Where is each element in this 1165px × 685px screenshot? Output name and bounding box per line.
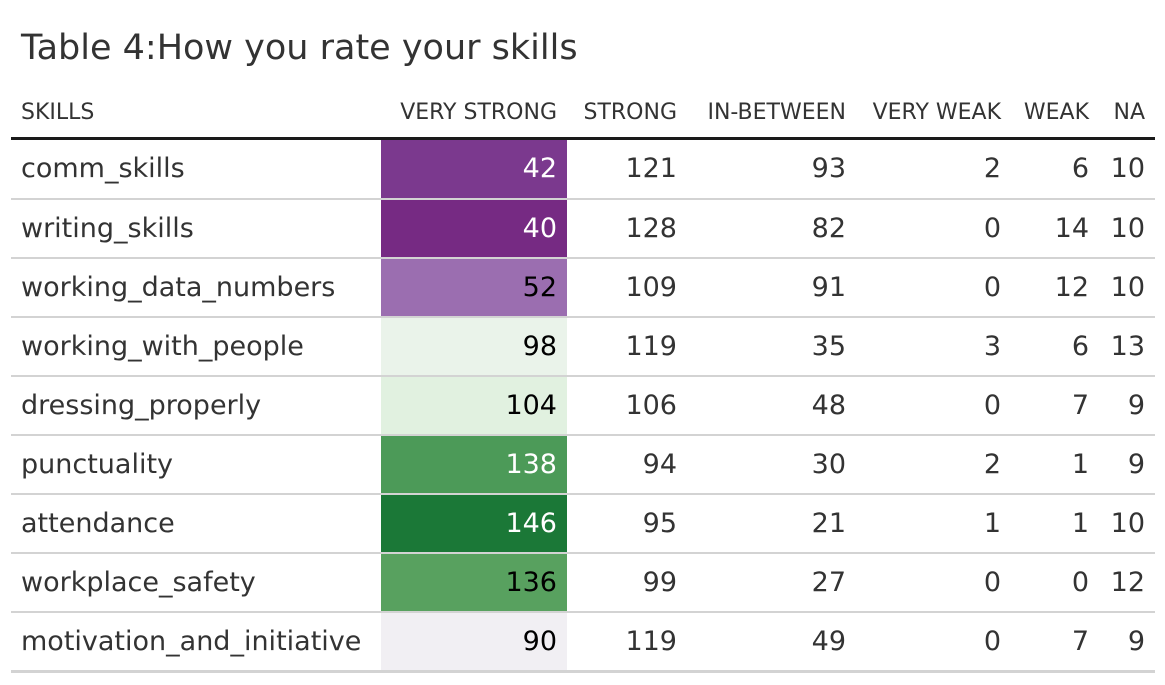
in-between-cell: 35 (687, 317, 856, 377)
column-header-very-weak: VERY WEAK (856, 88, 1011, 140)
strong-cell: 99 (567, 553, 687, 613)
na-cell: 9 (1099, 376, 1155, 436)
very-strong-cell: 90 (381, 612, 567, 673)
strong-cell: 119 (567, 612, 687, 673)
very-weak-cell: 0 (856, 612, 1011, 673)
very-strong-cell: 98 (381, 317, 567, 377)
table-title: Table 4:How you rate your skills (21, 28, 578, 68)
strong-cell: 106 (567, 376, 687, 436)
very-weak-cell: 0 (856, 258, 1011, 318)
very-strong-cell: 104 (381, 376, 567, 436)
table-row: punctuality 138 94 30 2 1 9 (11, 435, 1155, 495)
skill-cell: attendance (11, 494, 381, 554)
weak-cell: 6 (1011, 317, 1099, 377)
very-strong-cell: 52 (381, 258, 567, 318)
skill-cell: working_with_people (11, 317, 381, 377)
in-between-cell: 30 (687, 435, 856, 495)
column-header-very-strong: VERY STRONG (381, 88, 567, 140)
skill-cell: punctuality (11, 435, 381, 495)
skill-cell: comm_skills (11, 138, 381, 200)
in-between-cell: 27 (687, 553, 856, 613)
table-row: working_with_people 98 119 35 3 6 13 (11, 317, 1155, 377)
strong-cell: 95 (567, 494, 687, 554)
column-header-weak: WEAK (1011, 88, 1099, 140)
na-cell: 10 (1099, 494, 1155, 554)
in-between-cell: 82 (687, 199, 856, 259)
table-row: workplace_safety 136 99 27 0 0 12 (11, 553, 1155, 613)
skill-cell: working_data_numbers (11, 258, 381, 318)
weak-cell: 6 (1011, 138, 1099, 200)
very-weak-cell: 2 (856, 435, 1011, 495)
table-row: dressing_properly 104 106 48 0 7 9 (11, 376, 1155, 436)
weak-cell: 7 (1011, 612, 1099, 673)
na-cell: 12 (1099, 553, 1155, 613)
table-row: motivation_and_initiative 90 119 49 0 7 9 (11, 612, 1155, 673)
very-strong-cell: 138 (381, 435, 567, 495)
skill-cell: writing_skills (11, 199, 381, 259)
skill-cell: motivation_and_initiative (11, 612, 381, 673)
very-strong-cell: 42 (381, 138, 567, 200)
weak-cell: 0 (1011, 553, 1099, 613)
na-cell: 9 (1099, 612, 1155, 673)
column-header-na: NA (1099, 88, 1155, 140)
skill-cell: dressing_properly (11, 376, 381, 436)
very-weak-cell: 1 (856, 494, 1011, 554)
strong-cell: 128 (567, 199, 687, 259)
column-header-in-between: IN-BETWEEN (687, 88, 856, 140)
in-between-cell: 21 (687, 494, 856, 554)
weak-cell: 14 (1011, 199, 1099, 259)
header-row: SKILLS VERY STRONG STRONG IN-BETWEEN VER… (11, 88, 1155, 140)
strong-cell: 94 (567, 435, 687, 495)
column-header-strong: STRONG (567, 88, 687, 140)
very-strong-cell: 146 (381, 494, 567, 554)
strong-cell: 119 (567, 317, 687, 377)
na-cell: 10 (1099, 258, 1155, 318)
na-cell: 9 (1099, 435, 1155, 495)
table-body: comm_skills 42 121 93 2 6 10 writing_skills 40 12… (11, 138, 1155, 673)
weak-cell: 1 (1011, 494, 1099, 554)
table-row: working_data_numbers 52 109 91 0 12 10 (11, 258, 1155, 318)
weak-cell: 1 (1011, 435, 1099, 495)
strong-cell: 109 (567, 258, 687, 318)
table-row: writing_skills 40 128 82 0 14 10 (11, 199, 1155, 259)
strong-cell: 121 (567, 138, 687, 200)
very-strong-cell: 40 (381, 199, 567, 259)
skill-cell: workplace_safety (11, 553, 381, 613)
table-row: attendance 146 95 21 1 1 10 (11, 494, 1155, 554)
very-weak-cell: 3 (856, 317, 1011, 377)
na-cell: 10 (1099, 199, 1155, 259)
weak-cell: 12 (1011, 258, 1099, 318)
very-weak-cell: 0 (856, 553, 1011, 613)
very-weak-cell: 0 (856, 376, 1011, 436)
column-header-skills: SKILLS (11, 88, 381, 140)
na-cell: 10 (1099, 138, 1155, 200)
weak-cell: 7 (1011, 376, 1099, 436)
in-between-cell: 49 (687, 612, 856, 673)
in-between-cell: 91 (687, 258, 856, 318)
in-between-cell: 48 (687, 376, 856, 436)
very-strong-cell: 136 (381, 553, 567, 613)
very-weak-cell: 0 (856, 199, 1011, 259)
skills-table: SKILLS VERY STRONG STRONG IN-BETWEEN VER… (11, 88, 1155, 673)
table-row: comm_skills 42 121 93 2 6 10 (11, 138, 1155, 200)
in-between-cell: 93 (687, 138, 856, 200)
very-weak-cell: 2 (856, 138, 1011, 200)
na-cell: 13 (1099, 317, 1155, 377)
